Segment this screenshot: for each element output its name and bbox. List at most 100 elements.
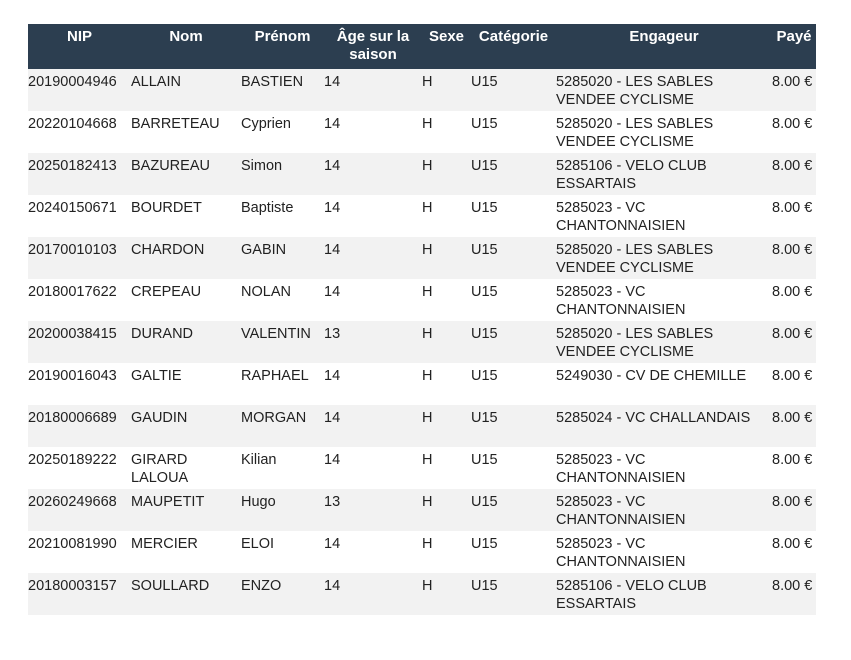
cell-nip: 20250189222 <box>28 447 131 489</box>
cell-age: 14 <box>324 447 422 489</box>
cell-prenom: MORGAN <box>241 405 324 447</box>
cell-nip: 20210081990 <box>28 531 131 573</box>
cell-paye: 8.00 € <box>772 111 816 153</box>
cell-nom: GAUDIN <box>131 405 241 447</box>
cell-nom: BOURDET <box>131 195 241 237</box>
cell-categorie: U15 <box>471 573 556 615</box>
header-nip[interactable]: NIP <box>28 24 131 69</box>
table-row: 20190016043 GALTIE RAPHAEL 14 H U15 5249030 - … <box>28 363 816 405</box>
cell-nom: CREPEAU <box>131 279 241 321</box>
cell-nip: 20240150671 <box>28 195 131 237</box>
cell-engageur: 5285020 - LES SABLES VENDEE CYCLISME <box>556 321 772 363</box>
cell-nom: CHARDON <box>131 237 241 279</box>
header-age[interactable]: Âge sur la saison <box>324 24 422 69</box>
cell-categorie: U15 <box>471 279 556 321</box>
cell-paye: 8.00 € <box>772 489 816 531</box>
table-row: 20200038415 DURAND VALENTIN 13 H U15 5285020 -… <box>28 321 816 363</box>
cell-age: 14 <box>324 405 422 447</box>
cell-engageur: 5285023 - VC CHANTONNAISIEN <box>556 279 772 321</box>
cell-nip: 20250182413 <box>28 153 131 195</box>
header-sexe[interactable]: Sexe <box>422 24 471 69</box>
cell-categorie: U15 <box>471 111 556 153</box>
cell-categorie: U15 <box>471 237 556 279</box>
cell-age: 14 <box>324 237 422 279</box>
cell-paye: 8.00 € <box>772 237 816 279</box>
cell-paye: 8.00 € <box>772 279 816 321</box>
cell-nom: BARRETEAU <box>131 111 241 153</box>
cell-categorie: U15 <box>471 69 556 111</box>
cell-sexe: H <box>422 405 471 447</box>
cell-sexe: H <box>422 237 471 279</box>
header-categorie[interactable]: Catégorie <box>471 24 556 69</box>
header-engageur[interactable]: Engageur <box>556 24 772 69</box>
cell-prenom: BASTIEN <box>241 69 324 111</box>
cell-paye: 8.00 € <box>772 69 816 111</box>
cell-nip: 20260249668 <box>28 489 131 531</box>
cell-paye: 8.00 € <box>772 573 816 615</box>
table-row: 20190004946 ALLAIN BASTIEN 14 H U15 5285020 - … <box>28 69 816 111</box>
cell-sexe: H <box>422 363 471 405</box>
header-prenom[interactable]: Prénom <box>241 24 324 69</box>
cell-engageur: 5285023 - VC CHANTONNAISIEN <box>556 447 772 489</box>
cell-nom: SOULLARD <box>131 573 241 615</box>
cell-nip: 20170010103 <box>28 237 131 279</box>
cell-paye: 8.00 € <box>772 195 816 237</box>
cell-prenom: NOLAN <box>241 279 324 321</box>
table-row: 20170010103 CHARDON GABIN 14 H U15 5285020 - L… <box>28 237 816 279</box>
cell-categorie: U15 <box>471 489 556 531</box>
cell-age: 14 <box>324 69 422 111</box>
cell-nip: 20180017622 <box>28 279 131 321</box>
cell-age: 14 <box>324 195 422 237</box>
header-paye[interactable]: Payé <box>772 24 816 69</box>
cell-categorie: U15 <box>471 405 556 447</box>
cell-paye: 8.00 € <box>772 405 816 447</box>
cell-prenom: GABIN <box>241 237 324 279</box>
cell-nip: 20200038415 <box>28 321 131 363</box>
header-row: NIP Nom Prénom Âge sur la saison Sexe Ca… <box>28 24 816 69</box>
cell-nom: GALTIE <box>131 363 241 405</box>
cell-sexe: H <box>422 321 471 363</box>
cell-prenom: RAPHAEL <box>241 363 324 405</box>
cell-categorie: U15 <box>471 153 556 195</box>
cell-sexe: H <box>422 153 471 195</box>
cell-prenom: Baptiste <box>241 195 324 237</box>
table-row: 20180003157 SOULLARD ENZO 14 H U15 5285106 - V… <box>28 573 816 615</box>
cell-categorie: U15 <box>471 531 556 573</box>
cell-nip: 20180006689 <box>28 405 131 447</box>
header-nom[interactable]: Nom <box>131 24 241 69</box>
cell-nom: DURAND <box>131 321 241 363</box>
cell-categorie: U15 <box>471 321 556 363</box>
cell-age: 14 <box>324 279 422 321</box>
cell-sexe: H <box>422 489 471 531</box>
cell-prenom: ENZO <box>241 573 324 615</box>
table-row: 20260249668 MAUPETIT Hugo 13 H U15 5285023 - V… <box>28 489 816 531</box>
cell-sexe: H <box>422 573 471 615</box>
cell-age: 14 <box>324 531 422 573</box>
cell-nom: GIRARD LALOUA <box>131 447 241 489</box>
table-row: 20210081990 MERCIER ELOI 14 H U15 5285023 - VC… <box>28 531 816 573</box>
cell-nom: MERCIER <box>131 531 241 573</box>
cell-prenom: VALENTIN <box>241 321 324 363</box>
cell-sexe: H <box>422 279 471 321</box>
cell-categorie: U15 <box>471 363 556 405</box>
cell-sexe: H <box>422 69 471 111</box>
cell-categorie: U15 <box>471 195 556 237</box>
cell-sexe: H <box>422 447 471 489</box>
cell-engageur: 5285023 - VC CHANTONNAISIEN <box>556 489 772 531</box>
cell-age: 13 <box>324 489 422 531</box>
cell-engageur: 5285024 - VC CHALLANDAIS <box>556 405 772 447</box>
cell-engageur: 5249030 - CV DE CHEMILLE <box>556 363 772 405</box>
table-row: 20180017622 CREPEAU NOLAN 14 H U15 5285023 - V… <box>28 279 816 321</box>
cell-age: 14 <box>324 153 422 195</box>
cell-prenom: Simon <box>241 153 324 195</box>
cell-prenom: Kilian <box>241 447 324 489</box>
cell-paye: 8.00 € <box>772 531 816 573</box>
table-row: 20240150671 BOURDET Baptiste 14 H U15 5285023 … <box>28 195 816 237</box>
cell-prenom: Hugo <box>241 489 324 531</box>
cell-engageur: 5285023 - VC CHANTONNAISIEN <box>556 531 772 573</box>
cell-prenom: Cyprien <box>241 111 324 153</box>
cell-prenom: ELOI <box>241 531 324 573</box>
cell-paye: 8.00 € <box>772 363 816 405</box>
cell-paye: 8.00 € <box>772 321 816 363</box>
cell-nip: 20190016043 <box>28 363 131 405</box>
